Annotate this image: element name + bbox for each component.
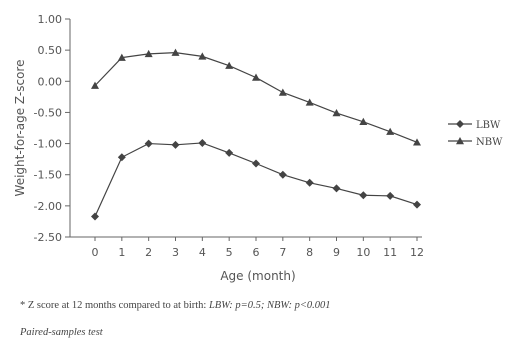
data-point-nbw — [225, 61, 234, 69]
data-point-nbw — [386, 127, 395, 135]
data-point-nbw — [278, 88, 287, 96]
data-point-lbw — [91, 212, 99, 221]
series-line-lbw — [94, 142, 418, 217]
footnote-prefix: * Z score at 12 months compared to at bi… — [20, 300, 209, 311]
y-tick-label: -1.50 — [34, 169, 62, 182]
data-point-nbw — [305, 98, 314, 106]
data-point-lbw — [359, 191, 368, 200]
x-tick-label: 0 — [92, 246, 99, 259]
legend-item-nbw: NBW — [448, 137, 503, 148]
series-line-nbw — [94, 52, 418, 143]
data-point-lbw — [198, 138, 207, 147]
x-tick-label: 12 — [410, 246, 424, 259]
data-point-nbw — [117, 53, 126, 61]
legend-marker-lbw — [456, 120, 464, 128]
x-tick-label: 4 — [199, 246, 206, 259]
legend-label: LBW — [476, 120, 501, 131]
data-point-nbw — [332, 109, 341, 117]
x-tick-label: 7 — [279, 246, 286, 259]
data-point-lbw — [305, 178, 314, 187]
legend-item-lbw: LBW — [448, 120, 501, 131]
legend-marker-nbw — [456, 137, 464, 145]
data-point-lbw — [144, 139, 153, 148]
y-tick-label: -0.50 — [34, 106, 62, 119]
footnote-comparison: * Z score at 12 months compared to at bi… — [20, 300, 331, 311]
y-tick-label: 0.50 — [38, 44, 63, 57]
data-point-lbw — [278, 170, 287, 179]
y-tick-label: -1.00 — [34, 138, 62, 151]
y-tick-label: -2.50 — [34, 231, 62, 244]
y-tick-label: -2.00 — [34, 200, 62, 213]
data-point-lbw — [413, 200, 421, 209]
series-nbw — [91, 48, 421, 146]
data-point-lbw — [225, 148, 234, 157]
x-axis: 0 1 2 3 4 5 6 7 8 9 10 11 12 — [70, 236, 424, 259]
legend-label: NBW — [476, 137, 503, 148]
x-tick-label: 5 — [226, 246, 233, 259]
data-point-nbw — [413, 138, 421, 146]
data-point-nbw — [252, 73, 260, 81]
data-point-lbw — [332, 184, 341, 193]
y-tick-label: 0.00 — [38, 75, 63, 88]
data-point-nbw — [198, 52, 207, 60]
x-tick-label: 8 — [306, 246, 313, 259]
x-tick-label: 9 — [333, 246, 340, 259]
y-tick-label: 1.00 — [38, 13, 63, 26]
series-lbw — [91, 138, 421, 221]
x-axis-title: Age (month) — [220, 269, 295, 283]
legend: LBW NBW — [448, 120, 503, 148]
data-point-lbw — [117, 153, 126, 162]
x-tick-label: 2 — [145, 246, 152, 259]
series-layer — [91, 48, 421, 221]
x-tick-label: 3 — [172, 246, 179, 259]
footnote-stats: LBW: p=0.5; NBW: p<0.001 — [208, 300, 331, 311]
data-point-lbw — [386, 191, 395, 200]
x-tick-label: 10 — [356, 246, 370, 259]
x-tick-label: 6 — [253, 246, 260, 259]
data-point-nbw — [171, 48, 180, 56]
x-tick-label: 11 — [383, 246, 397, 259]
footnote-test: Paired-samples test — [20, 327, 103, 338]
data-point-lbw — [252, 159, 260, 168]
data-point-nbw — [359, 117, 368, 125]
data-point-nbw — [144, 49, 153, 58]
y-axis-title: Weight-for-age Z-score — [13, 60, 27, 197]
x-tick-label: 1 — [118, 246, 125, 259]
y-axis: 1.00 0.50 0.00 -0.50 -1.00 -1.50 -2.00 -2.50 — [34, 13, 71, 244]
data-point-nbw — [91, 81, 99, 89]
data-point-lbw — [171, 140, 180, 149]
